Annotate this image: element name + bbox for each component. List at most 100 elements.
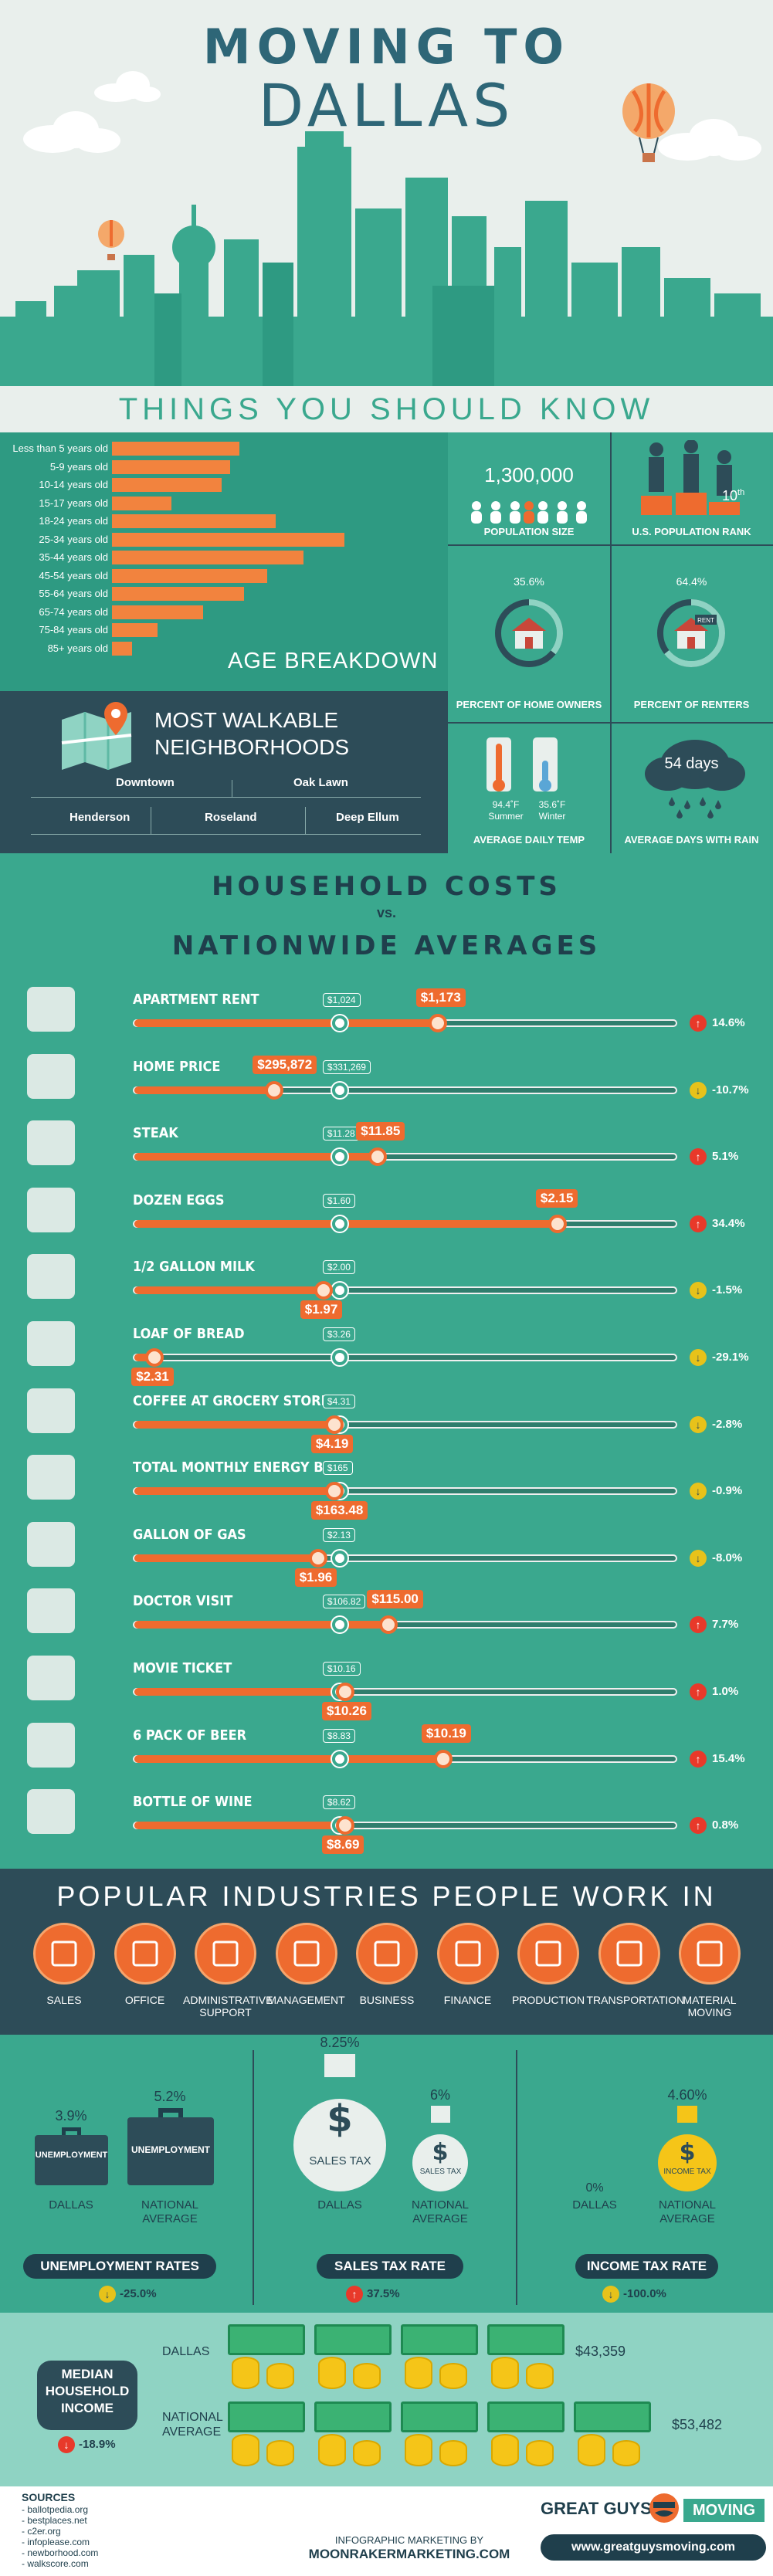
cloud-icon	[656, 116, 765, 162]
source-item[interactable]: - bestplaces.net	[22, 2515, 87, 2526]
hot-air-balloon-icon	[618, 83, 680, 168]
cost-label: DOZEN EGGS	[133, 1191, 225, 1208]
cost-track	[133, 1487, 677, 1496]
cost-change: 34.4%	[712, 1216, 745, 1230]
coin-stack-icon	[318, 2434, 346, 2466]
rank-value: 10th	[722, 488, 745, 503]
national-dot	[331, 1082, 348, 1098]
cost-change: -1.5%	[712, 1283, 743, 1297]
cost-change: 7.7%	[712, 1618, 739, 1632]
arrow-up-icon: ↑	[690, 1683, 707, 1700]
sources-title: SOURCES	[22, 2491, 76, 2503]
people-icon	[467, 498, 591, 525]
cost-track	[133, 1420, 677, 1429]
cash-bill-icon	[487, 2324, 564, 2355]
population-label: POPULATION SIZE	[483, 526, 575, 537]
cash-row-national	[228, 2401, 660, 2475]
source-item[interactable]: - infoplease.com	[22, 2537, 90, 2547]
income-change: -100.0%	[623, 2287, 666, 2300]
dallas-dot	[145, 1348, 164, 1367]
rain-cloud-icon	[641, 734, 749, 819]
coin-stack-icon	[405, 2434, 432, 2466]
neighborhood-label: Deep Ellum	[336, 811, 399, 824]
dallas-dot	[335, 1816, 354, 1835]
source-item[interactable]: - ballotpedia.org	[22, 2504, 89, 2515]
arrow-down-icon: ↓	[690, 1483, 707, 1500]
cost-label: STEAK	[133, 1125, 178, 1142]
unemp-word: UNEMPLOYMENT	[35, 2151, 108, 2160]
dallas-value: $10.19	[421, 1724, 471, 1743]
cost-fill	[134, 1822, 347, 1830]
arrow-down-icon: ↓	[99, 2286, 116, 2303]
hero-banner: MOVING TO DALLAS	[0, 0, 773, 386]
cost-track	[133, 1822, 677, 1830]
income-dallas-label: DALLAS	[572, 2198, 617, 2212]
temp-label: AVERAGE DAILY TEMP	[473, 834, 585, 846]
rain-label: AVERAGE DAYS WITH RAIN	[624, 834, 759, 846]
svg-text:$: $	[327, 2097, 352, 2140]
income-nat-value: $53,482	[672, 2417, 723, 2432]
industries-panel: POPULAR INDUSTRIES PEOPLE WORK IN SALES O…	[0, 1869, 773, 2035]
industry-label: ADMINISTRATIVE SUPPORT	[183, 1994, 273, 2018]
divider	[305, 807, 306, 835]
national-dot	[331, 1283, 348, 1299]
source-item[interactable]: - c2er.org	[22, 2526, 61, 2537]
age-bar	[112, 568, 267, 583]
industries-heading: POPULAR INDUSTRIES PEOPLE WORK IN	[56, 1880, 717, 1912]
cost-fill	[134, 1688, 347, 1696]
manager-icon	[275, 1923, 337, 1985]
age-group-label: 18-24 years old	[39, 515, 108, 527]
renters-donut: RENT	[657, 599, 725, 667]
income-nat-label1: NATIONAL	[162, 2411, 223, 2424]
cost-row: APARTMENT RENT $1,024 $1,173 ↑ 14.6%	[0, 981, 773, 1047]
dallas-value: $1.96	[294, 1568, 337, 1587]
dallas-dot	[433, 1749, 453, 1768]
neighborhood-label: Roseland	[205, 811, 257, 824]
national-value: $331,269	[322, 1059, 371, 1074]
arrow-up-icon: ↑	[690, 1616, 707, 1634]
arrow-up-icon: ↑	[346, 2286, 363, 2303]
arrow-down-icon: ↓	[690, 1349, 707, 1366]
sales-word: SALES TAX	[309, 2154, 371, 2168]
source-item[interactable]: - walkscore.com	[22, 2558, 89, 2569]
cost-label: DOCTOR VISIT	[133, 1593, 233, 1610]
cost-track	[133, 1554, 677, 1562]
cost-label: HOME PRICE	[133, 1058, 221, 1075]
unemp-dallas-pct: 3.9%	[55, 2108, 87, 2124]
cost-row: MOVIE TICKET $10.16 $10.26 ↑ 1.0%	[0, 1649, 773, 1720]
cost-fill	[134, 1019, 439, 1027]
credit-line2[interactable]: MOONRAKERMARKETING.COM	[308, 2547, 510, 2561]
cost-change: 1.0%	[712, 1685, 739, 1698]
cost-fill	[134, 1420, 336, 1429]
income-title: INCOME TAX RATE	[575, 2254, 718, 2279]
income-dallas-label: DALLAS	[162, 2345, 210, 2358]
sales-title: SALES TAX RATE	[317, 2254, 463, 2279]
age-group-label: 5-9 years old	[49, 460, 108, 473]
age-group-label: 75-84 years old	[39, 624, 108, 636]
coin-stack-icon	[612, 2440, 640, 2466]
cost-fill	[134, 1086, 276, 1094]
national-value: $8.83	[322, 1728, 355, 1743]
national-dot	[331, 1015, 348, 1031]
dallas-value: $163.48	[310, 1501, 368, 1520]
mustache-logo-icon	[649, 2491, 680, 2525]
cost-label: BOTTLE OF WINE	[133, 1794, 253, 1811]
briefcase-icon	[127, 2108, 214, 2185]
age-group-label: 10-14 years old	[39, 479, 108, 490]
age-group-label: 25-34 years old	[39, 533, 108, 545]
cash-bill-icon	[314, 2324, 392, 2355]
income-nat-label2: AVERAGE	[659, 2212, 715, 2225]
national-value: $8.62	[322, 1795, 355, 1810]
unemp-title: UNEMPLOYMENT RATES	[23, 2254, 216, 2279]
national-dot	[331, 1550, 348, 1566]
dallas-dot	[548, 1214, 567, 1233]
industry-label: MATERIAL MOVING	[683, 1994, 737, 2018]
winter-label: Winter	[538, 811, 566, 822]
cost-fill	[134, 1754, 445, 1763]
source-item[interactable]: - newborhood.com	[22, 2547, 99, 2558]
brand-url-link[interactable]: www.greatguysmoving.com	[541, 2534, 766, 2561]
cost-change: -8.0%	[712, 1551, 743, 1564]
industry-label: TRANSPORTATION	[586, 1994, 685, 2006]
dallas-value: $1,173	[415, 988, 466, 1007]
rain-days: 54 days	[664, 755, 719, 772]
